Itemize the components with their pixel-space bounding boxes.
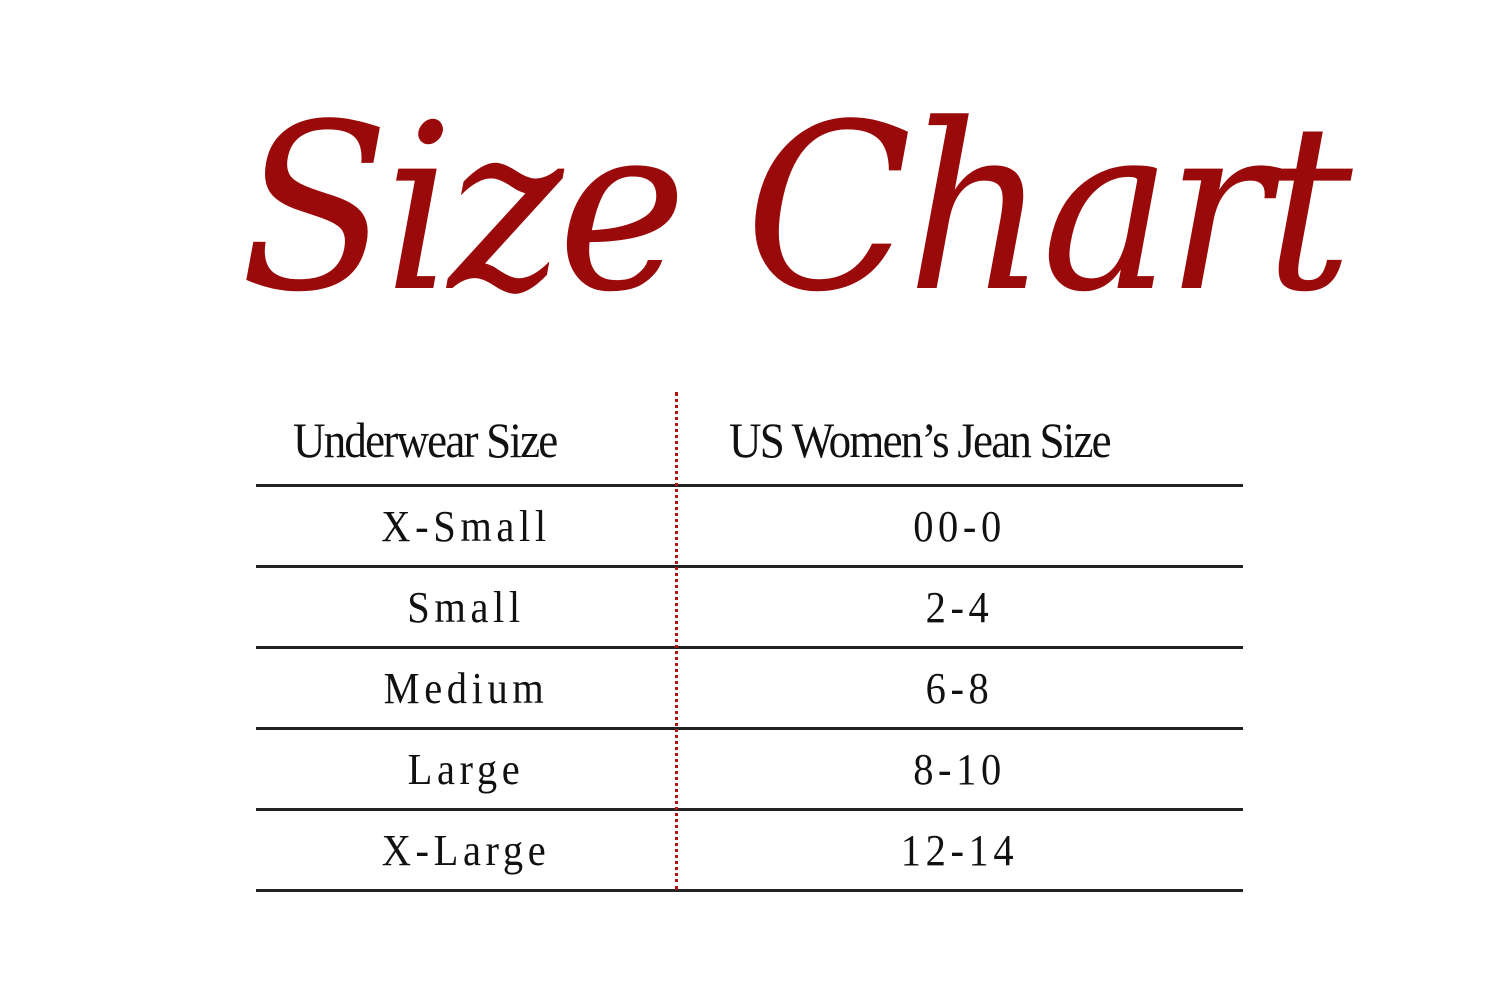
header-underwear-size: Underwear Size xyxy=(293,412,558,468)
table-row: Small 2-4 xyxy=(256,568,1243,649)
jean-size-cell: 6-8 xyxy=(925,663,994,713)
underwear-size-cell: X-Small xyxy=(381,501,551,551)
table-row: Medium 6-8 xyxy=(256,649,1243,730)
jean-size-cell: 2-4 xyxy=(925,582,994,632)
table-header: Underwear Size US Women’s Jean Size xyxy=(256,392,1243,487)
header-jean-size: US Women’s Jean Size xyxy=(729,412,1112,468)
underwear-size-cell: X-Large xyxy=(381,825,551,875)
table-row: X-Large 12-14 xyxy=(256,811,1243,892)
jean-size-cell: 8-10 xyxy=(913,744,1006,794)
jean-size-cell: 00-0 xyxy=(913,501,1006,551)
underwear-size-cell: Large xyxy=(407,744,525,794)
size-chart-title: Size Chart xyxy=(240,76,1353,343)
underwear-size-cell: Small xyxy=(407,582,525,632)
column-divider xyxy=(675,392,678,890)
underwear-size-cell: Medium xyxy=(383,663,549,713)
size-table: Underwear Size US Women’s Jean Size X-Sm… xyxy=(256,392,1243,892)
jean-size-cell: 12-14 xyxy=(900,825,1019,875)
table-row: Large 8-10 xyxy=(256,730,1243,811)
table-row: X-Small 00-0 xyxy=(256,487,1243,568)
